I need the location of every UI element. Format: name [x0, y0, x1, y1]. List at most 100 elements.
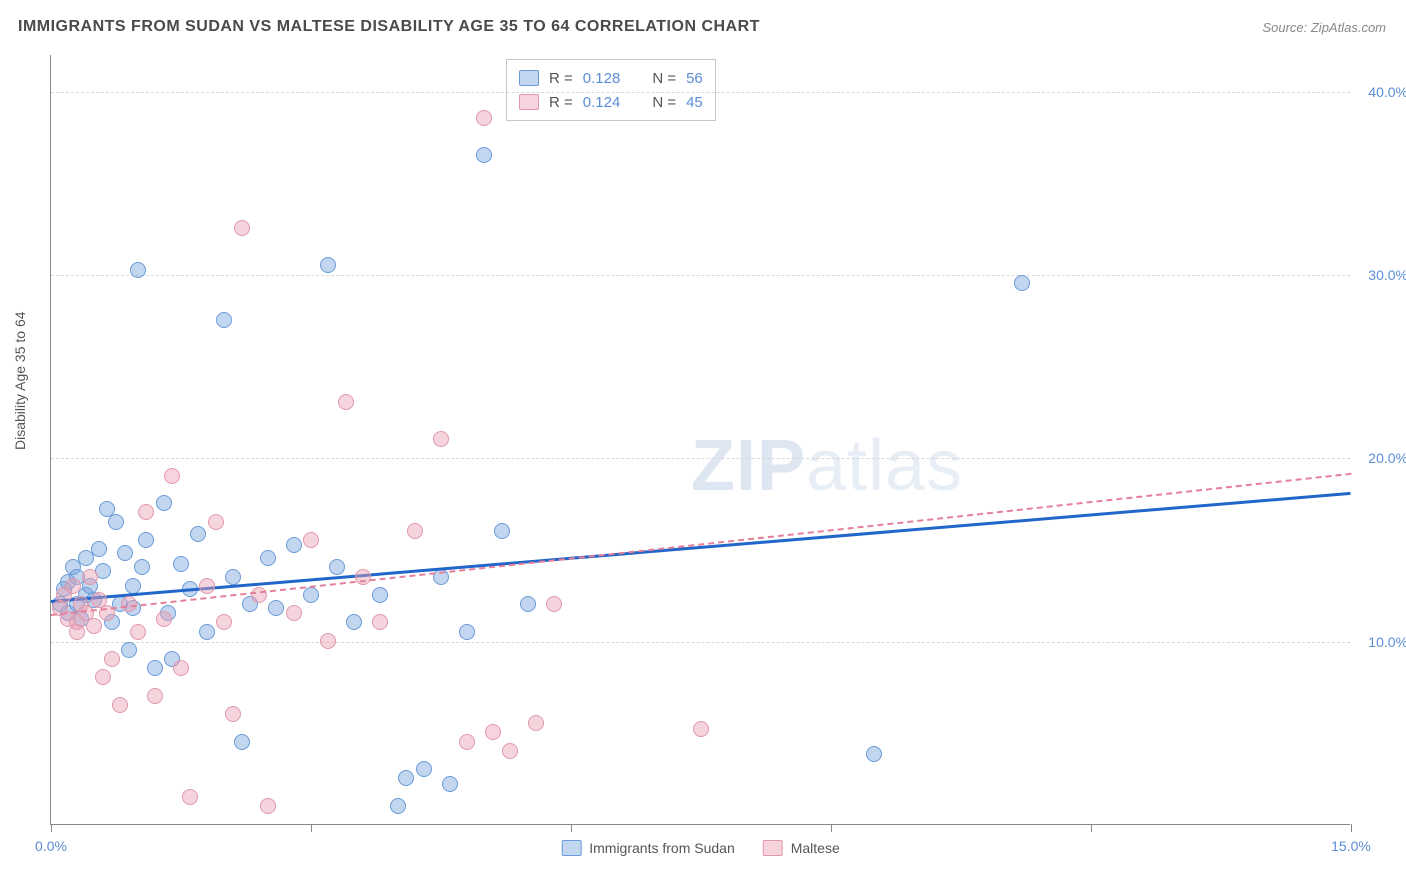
- scatter-point: [104, 651, 120, 667]
- scatter-point: [476, 110, 492, 126]
- scatter-point: [225, 706, 241, 722]
- chart-title: IMMIGRANTS FROM SUDAN VS MALTESE DISABIL…: [18, 18, 760, 36]
- scatter-point: [130, 624, 146, 640]
- legend-swatch: [519, 70, 539, 86]
- scatter-point: [372, 614, 388, 630]
- scatter-point: [65, 578, 81, 594]
- scatter-point: [442, 776, 458, 792]
- legend-series-name: Maltese: [791, 840, 840, 856]
- scatter-point: [416, 761, 432, 777]
- scatter-point: [260, 798, 276, 814]
- scatter-point: [138, 532, 154, 548]
- scatter-point: [234, 220, 250, 236]
- scatter-point: [260, 550, 276, 566]
- xtick: [1351, 824, 1352, 832]
- scatter-point: [216, 614, 232, 630]
- scatter-point: [225, 569, 241, 585]
- scatter-point: [86, 618, 102, 634]
- scatter-point: [134, 559, 150, 575]
- scatter-point: [866, 746, 882, 762]
- ytick-label: 10.0%: [1368, 634, 1406, 650]
- scatter-point: [199, 578, 215, 594]
- ytick-label: 40.0%: [1368, 84, 1406, 100]
- legend-r-value: 0.128: [583, 70, 621, 87]
- legend-n-label: N =: [652, 70, 676, 87]
- scatter-point: [320, 257, 336, 273]
- legend-n-value: 56: [686, 70, 703, 87]
- scatter-point: [286, 537, 302, 553]
- xtick: [831, 824, 832, 832]
- scatter-point: [82, 569, 98, 585]
- scatter-point: [485, 724, 501, 740]
- scatter-point: [346, 614, 362, 630]
- xtick-label: 15.0%: [1331, 838, 1371, 854]
- scatter-point: [190, 526, 206, 542]
- scatter-point: [125, 578, 141, 594]
- scatter-point: [216, 312, 232, 328]
- ytick-label: 30.0%: [1368, 267, 1406, 283]
- legend-row: R =0.124N =45: [519, 90, 703, 114]
- y-axis-label: Disability Age 35 to 64: [12, 311, 28, 450]
- xtick-label: 0.0%: [35, 838, 67, 854]
- scatter-point: [407, 523, 423, 539]
- scatter-point: [372, 587, 388, 603]
- scatter-point: [117, 545, 133, 561]
- plot-area: ZIPatlas R =0.128N =56R =0.124N =45 Immi…: [50, 55, 1350, 825]
- scatter-point: [329, 559, 345, 575]
- legend-row: R = 0.128 N = 56: [519, 66, 703, 90]
- scatter-point: [268, 600, 284, 616]
- grid-line: [51, 275, 1350, 276]
- scatter-point: [121, 642, 137, 658]
- legend-r-label: R =: [549, 70, 573, 87]
- legend-n-value: 45: [686, 94, 703, 111]
- grid-line: [51, 92, 1350, 93]
- scatter-point: [459, 624, 475, 640]
- legend-r-label: R =: [549, 94, 573, 111]
- scatter-point: [112, 697, 128, 713]
- grid-line: [51, 458, 1350, 459]
- scatter-point: [693, 721, 709, 737]
- scatter-point: [494, 523, 510, 539]
- scatter-point: [208, 514, 224, 530]
- scatter-point: [156, 495, 172, 511]
- grid-line: [51, 642, 1350, 643]
- scatter-point: [433, 431, 449, 447]
- source-attribution: Source: ZipAtlas.com: [1262, 20, 1386, 35]
- scatter-point: [320, 633, 336, 649]
- scatter-point: [173, 556, 189, 572]
- xtick: [311, 824, 312, 832]
- xtick: [51, 824, 52, 832]
- scatter-point: [147, 688, 163, 704]
- legend-item: Maltese: [763, 840, 840, 856]
- scatter-point: [130, 262, 146, 278]
- legend-swatch: [763, 840, 783, 856]
- scatter-point: [108, 514, 124, 530]
- scatter-point: [91, 541, 107, 557]
- legend-series-name: Immigrants from Sudan: [589, 840, 735, 856]
- scatter-point: [164, 468, 180, 484]
- xtick: [571, 824, 572, 832]
- legend-item: Immigrants from Sudan: [561, 840, 735, 856]
- scatter-point: [398, 770, 414, 786]
- scatter-point: [199, 624, 215, 640]
- legend-r-value: 0.124: [583, 94, 621, 111]
- scatter-point: [234, 734, 250, 750]
- watermark-light: atlas: [806, 426, 963, 506]
- watermark-bold: ZIP: [691, 426, 806, 506]
- series-legend: Immigrants from Sudan Maltese: [561, 840, 840, 856]
- scatter-point: [476, 147, 492, 163]
- scatter-point: [390, 798, 406, 814]
- trend-line: [51, 491, 1351, 602]
- scatter-point: [156, 611, 172, 627]
- scatter-point: [303, 532, 319, 548]
- scatter-point: [182, 789, 198, 805]
- scatter-point: [251, 587, 267, 603]
- xtick: [1091, 824, 1092, 832]
- ytick-label: 20.0%: [1368, 450, 1406, 466]
- scatter-point: [459, 734, 475, 750]
- scatter-point: [338, 394, 354, 410]
- legend-swatch: [561, 840, 581, 856]
- scatter-point: [147, 660, 163, 676]
- scatter-point: [173, 660, 189, 676]
- scatter-point: [286, 605, 302, 621]
